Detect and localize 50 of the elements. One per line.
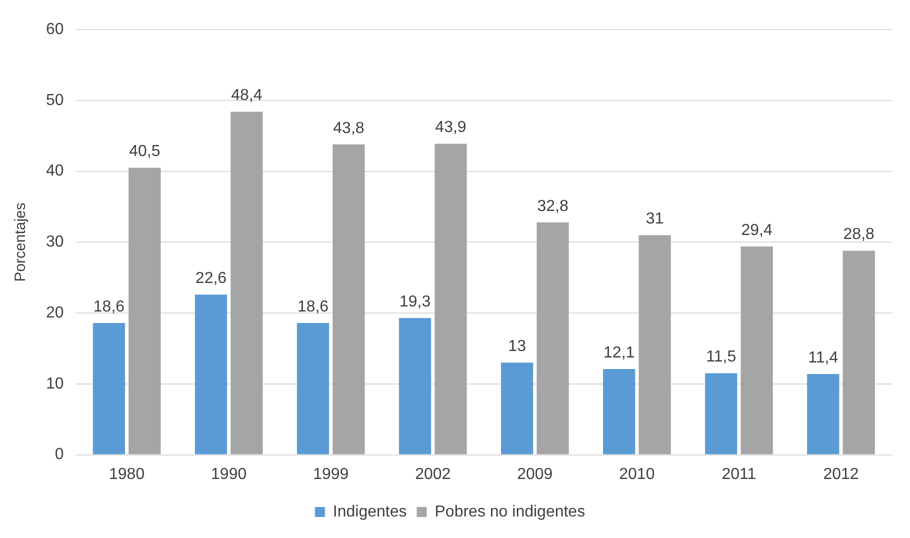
data-label: 43,9 bbox=[435, 119, 466, 136]
bar bbox=[230, 112, 263, 454]
bar bbox=[92, 322, 126, 454]
data-label: 29,4 bbox=[741, 222, 772, 239]
y-tick-label: 20 bbox=[46, 304, 64, 322]
data-label: 18,6 bbox=[93, 298, 125, 316]
data-label: 28,8 bbox=[843, 226, 875, 244]
y-tick-label: 40 bbox=[46, 162, 64, 180]
legend-label: Indigentes bbox=[332, 503, 407, 520]
y-tick-label: 0 bbox=[54, 446, 64, 464]
data-label: 43,8 bbox=[333, 120, 364, 137]
data-label: 19,3 bbox=[399, 293, 431, 310]
data-label: 40,5 bbox=[129, 143, 160, 160]
bar bbox=[128, 168, 161, 454]
data-label: 32,8 bbox=[537, 198, 568, 215]
data-label: 22,6 bbox=[195, 270, 227, 288]
bar bbox=[332, 144, 365, 454]
bar bbox=[842, 250, 875, 454]
x-tick-label: 2010 bbox=[619, 466, 655, 483]
bar bbox=[398, 318, 432, 454]
x-tick-label: 2002 bbox=[415, 466, 451, 483]
y-tick-label: 30 bbox=[46, 234, 64, 251]
x-tick-label: 1980 bbox=[109, 466, 145, 483]
x-tick-label: 2011 bbox=[722, 466, 756, 483]
x-tick-label: 2009 bbox=[517, 466, 553, 483]
data-label: 11,5 bbox=[706, 348, 736, 366]
bar bbox=[807, 374, 840, 454]
data-label: 31 bbox=[646, 210, 664, 228]
bar bbox=[638, 235, 671, 454]
data-label: 11,4 bbox=[808, 349, 838, 366]
bar bbox=[296, 322, 330, 454]
x-tick-label: 1999 bbox=[313, 466, 349, 483]
x-tick-label: 1990 bbox=[211, 466, 247, 483]
bar bbox=[536, 222, 569, 454]
bar bbox=[740, 246, 773, 454]
bar bbox=[500, 362, 534, 454]
y-tick-label: 60 bbox=[46, 21, 64, 38]
y-axis-title: Porcentajes bbox=[12, 202, 30, 282]
bar bbox=[194, 294, 228, 454]
data-label: 13 bbox=[508, 338, 526, 356]
legend-label: Pobres no indigentes bbox=[434, 503, 586, 520]
y-tick-label: 10 bbox=[46, 375, 64, 392]
data-label: 48,4 bbox=[231, 87, 262, 104]
bar bbox=[434, 144, 467, 454]
bar bbox=[603, 369, 636, 454]
bar bbox=[705, 373, 738, 454]
x-tick-label: 2012 bbox=[823, 466, 859, 483]
data-label: 18,6 bbox=[297, 298, 329, 316]
y-tick-label: 50 bbox=[46, 92, 64, 109]
data-label: 12,1 bbox=[604, 344, 635, 362]
